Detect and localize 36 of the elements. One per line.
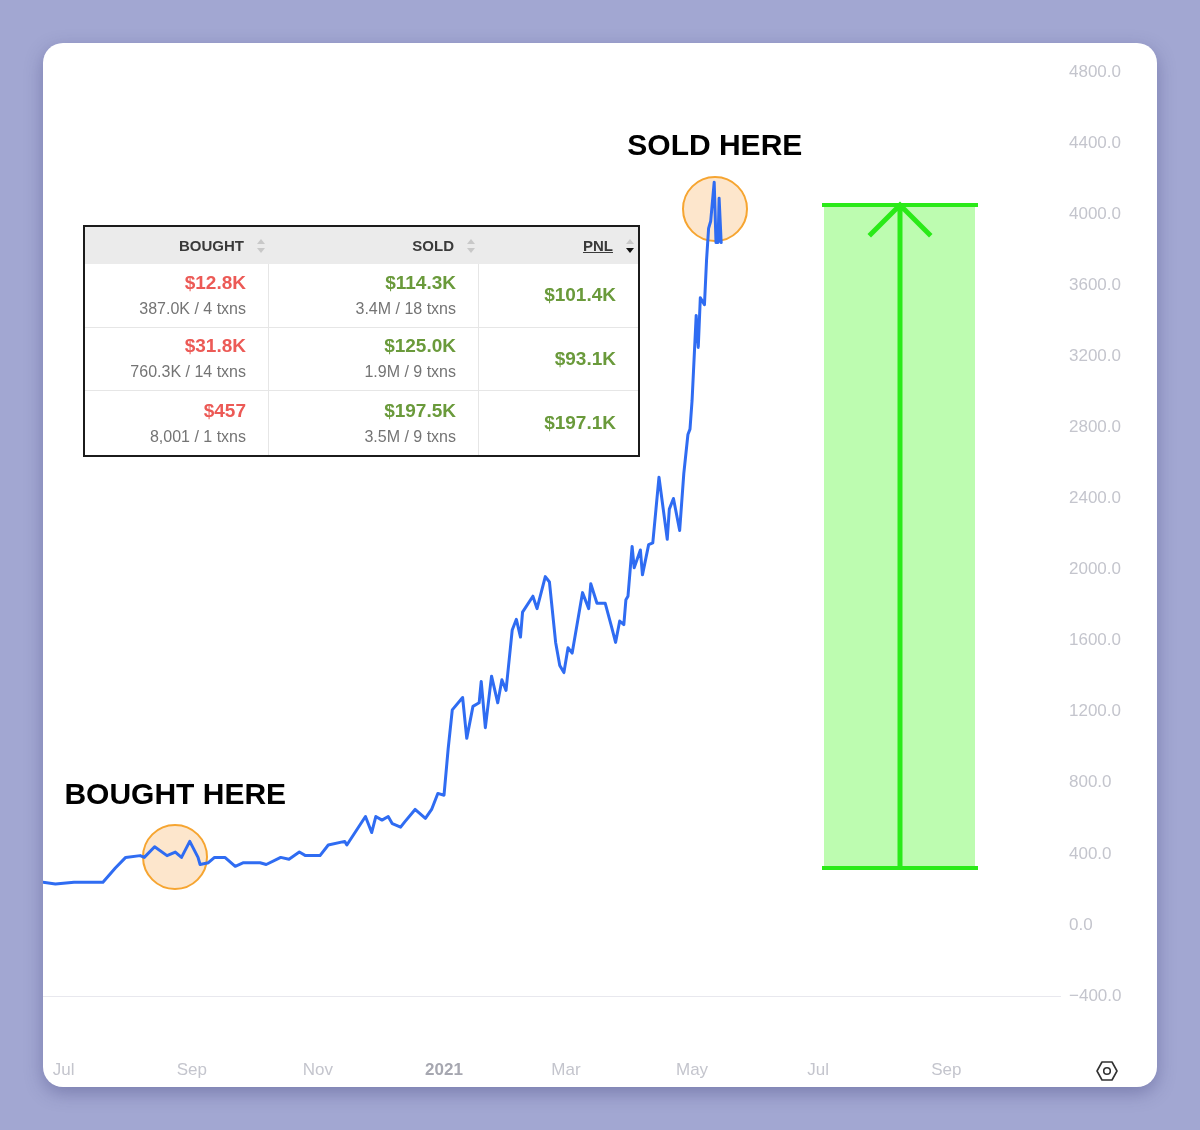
annotation: $114.3K 3.4M / 18 txns — [355, 271, 456, 319]
y-tick-label: 1200.0 — [1069, 701, 1121, 721]
category-label: PNL — [583, 237, 613, 254]
y-tick-label: 0.0 — [1069, 914, 1093, 934]
category-label: SOLD — [412, 237, 454, 254]
x-tick-label: Sep — [176, 1059, 207, 1079]
category-label: BOUGHT — [179, 237, 244, 254]
y-tick-label: 3600.0 — [1069, 274, 1121, 294]
annotation: $12.8K 387.0K / 4 txns — [139, 271, 246, 319]
annotation: $31.8K 760.3K / 14 txns — [130, 335, 246, 383]
x-tick-label: Sep — [931, 1059, 962, 1079]
x-tick-label: Nov — [302, 1059, 334, 1079]
annotation: $101.4K — [544, 284, 616, 307]
x-tick-label: May — [676, 1059, 709, 1079]
y-tick-label: −400.0 — [1069, 985, 1122, 1005]
annotation: BOUGHT HERE — [64, 776, 287, 810]
annotation: $457 8,001 / 1 txns — [149, 399, 246, 447]
annotation: $197.5K 3.5M / 9 txns — [364, 399, 456, 447]
annotation: $93.1K — [554, 347, 616, 370]
y-tick-label: 4800.0 — [1069, 61, 1121, 81]
y-tick-label: 4000.0 — [1069, 203, 1121, 223]
annotation: SOLD HERE — [627, 128, 803, 162]
y-tick-label: 1600.0 — [1069, 630, 1121, 650]
x-tick-label: Jul — [52, 1059, 75, 1079]
y-tick-label: 3200.0 — [1069, 346, 1121, 365]
y-tick-label: 2800.0 — [1069, 417, 1121, 437]
annotation: $125.0K 1.9M / 9 txns — [364, 335, 456, 383]
y-tick-label: 800.0 — [1069, 772, 1112, 792]
x-tick-label: Jul — [807, 1059, 830, 1079]
annotation: $197.1K — [544, 412, 616, 435]
x-tick-label: Mar — [551, 1059, 581, 1079]
y-tick-label: 2000.0 — [1069, 559, 1121, 579]
y-tick-label: 400.0 — [1069, 843, 1112, 863]
y-tick-label: 2400.0 — [1069, 488, 1121, 508]
y-tick-label: 4400.0 — [1069, 132, 1121, 152]
x-tick-label: 2021 — [425, 1059, 463, 1079]
